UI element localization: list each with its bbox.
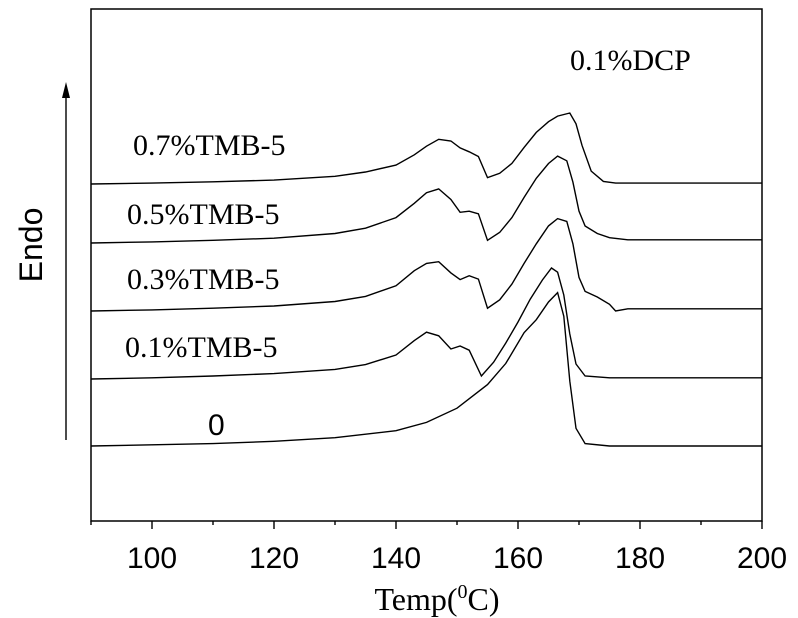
x-tick-label: 160	[493, 542, 543, 575]
series-line	[90, 267, 762, 380]
series-curves	[90, 112, 762, 447]
x-tick-label: 200	[737, 542, 787, 575]
series-line	[90, 112, 762, 185]
x-tick-label: 140	[371, 542, 421, 575]
series-line	[90, 155, 762, 244]
x-tick-label: 180	[615, 542, 665, 575]
endo-arrow	[62, 82, 70, 440]
series-label: 0.7%TMB-5	[133, 129, 286, 162]
chart-annotation-dcp: 0.1%DCP	[570, 44, 691, 77]
series-line	[90, 291, 762, 447]
x-tick-label: 100	[127, 542, 177, 575]
x-axis-title: Temp(0C)	[374, 581, 499, 617]
series-line	[90, 217, 762, 312]
x-axis-ticks: 100 120 140 160 180 200	[90, 521, 787, 575]
series-label: 0.5%TMB-5	[127, 198, 280, 231]
series-label: 0.3%TMB-5	[127, 263, 280, 296]
y-axis-title: Endo	[13, 208, 49, 283]
series-label: 0	[208, 409, 225, 442]
series-label: 0.1%TMB-5	[125, 331, 278, 364]
series-labels: 0 0.1%TMB-5 0.3%TMB-5 0.5%TMB-5 0.7%TMB-5	[125, 129, 286, 442]
x-tick-label: 120	[249, 542, 299, 575]
plot-frame	[90, 8, 763, 522]
